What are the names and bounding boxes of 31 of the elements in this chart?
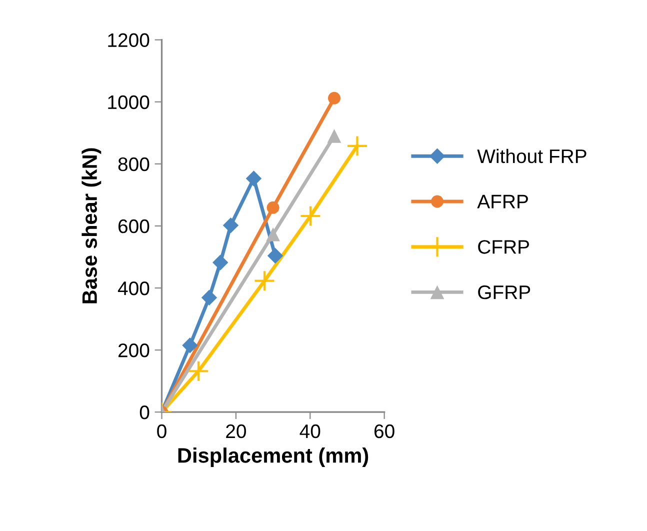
point [201,290,218,306]
y-axis-title: Base shear (kN) [82,148,102,304]
point [266,227,280,242]
x-tick-label: 60 [374,424,394,438]
point [266,201,280,214]
y-tick-label: 200 [118,343,150,358]
x-tick-label: 40 [300,424,320,438]
legend-label: GFRP [478,285,530,300]
legend-label: AFRP [477,194,528,208]
x-tick-label: 20 [226,424,246,438]
x-tick-label: 0 [157,424,166,438]
y-tick-label: 1000 [108,95,150,110]
y-tick-label: 800 [118,157,150,172]
point [246,170,262,186]
y-tick-label: 400 [118,281,150,296]
point [222,217,239,234]
legend-label: Without FRP [477,148,586,164]
x-axis-title: Displacement (mm) [178,448,368,467]
y-tick-label: 0 [140,406,150,420]
point [300,205,322,227]
point [212,254,228,270]
y-tick-label: 600 [118,219,150,234]
point [254,270,276,292]
point [328,92,340,104]
y-tick-label: 1200 [108,33,150,48]
point [182,338,198,354]
point [346,135,368,157]
point [327,129,342,143]
point [188,360,210,382]
legend-label: CFRP [478,240,530,254]
point [267,248,284,264]
